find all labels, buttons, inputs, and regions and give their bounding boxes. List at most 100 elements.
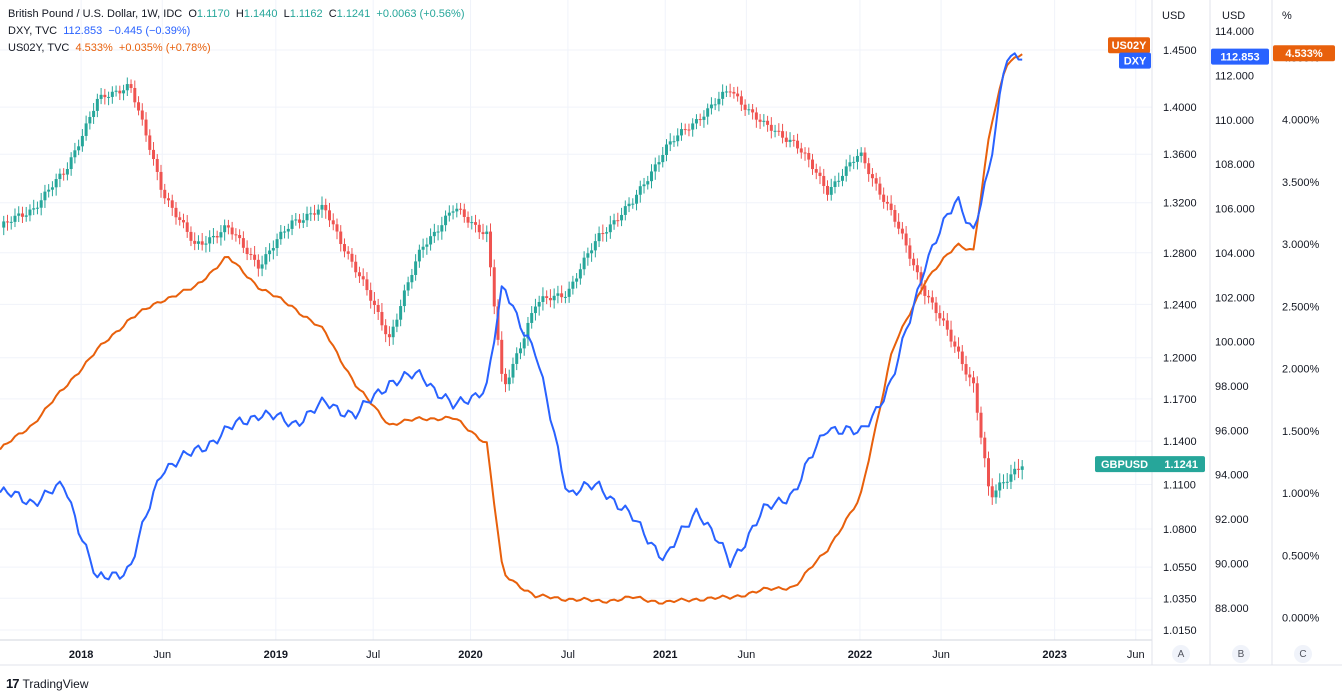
candle-body	[462, 209, 466, 217]
candle-body	[867, 163, 871, 175]
candle-body	[507, 377, 511, 385]
candle-body	[766, 120, 770, 125]
candle-body	[459, 208, 463, 210]
x-axis-ticks[interactable]: 2018 Jun 2019 Jul 2020 Jul 2021 Jun 2022 Jun 2023 J…	[69, 649, 1145, 661]
candle-body	[245, 247, 249, 255]
axis-a-ticks[interactable]: 1.4500 1.4000 1.3600 1.3200 1.2800 1.2400 1.20…	[1163, 45, 1197, 637]
candle-body	[930, 297, 934, 303]
candle-body	[387, 334, 391, 338]
axis-b-tick: 110.000	[1215, 115, 1254, 127]
axis-b-tick: 94.000	[1215, 470, 1249, 482]
candle-body	[530, 313, 534, 323]
legend-dxy[interactable]: DXY, TVC 112.853 −0.445 (−0.39%)	[8, 23, 465, 40]
candle-body	[709, 104, 713, 109]
candle-body	[829, 187, 833, 195]
candle-body	[758, 119, 762, 122]
legend-gbpusd[interactable]: British Pound / U.S. Dollar, 1W, IDC O1.…	[8, 6, 465, 23]
candle-body	[855, 155, 859, 162]
candle-body	[870, 174, 874, 179]
candle-body	[949, 329, 953, 342]
candle-body	[305, 213, 309, 221]
candle-body	[39, 200, 43, 208]
candle-body	[241, 238, 245, 248]
legend-low: 1.1162	[289, 8, 323, 20]
candle-body	[713, 104, 717, 106]
candle-body	[421, 246, 425, 250]
axis-b-ticks[interactable]: 114.000 112.000 110.000 108.000 106.000 104.0…	[1215, 26, 1255, 615]
candle-body	[777, 130, 781, 132]
candle-body	[200, 241, 204, 245]
candle-body	[279, 231, 283, 240]
candle-body	[724, 91, 728, 93]
candle-body	[5, 221, 9, 223]
axis-b-tick: 106.000	[1215, 204, 1255, 216]
axis-b-button[interactable]: B	[1232, 645, 1250, 663]
candle-body	[964, 364, 968, 375]
candle-body	[28, 209, 32, 216]
candle-body	[679, 129, 683, 136]
candle-body	[50, 187, 54, 190]
candle-body	[503, 373, 507, 385]
axis-a-tick: 1.4500	[1163, 45, 1197, 57]
candle-body	[35, 207, 39, 209]
axis-b-tick: 88.000	[1215, 603, 1249, 615]
candle-body	[384, 325, 388, 335]
legend-change: +0.0063 (+0.56%)	[376, 8, 465, 20]
candle-body	[485, 231, 489, 235]
candle-body	[137, 102, 141, 111]
candle-body	[500, 339, 504, 374]
legend-us02y-name: US02Y, TVC	[8, 42, 70, 54]
candle-body	[402, 290, 406, 307]
legend-close: 1.1241	[336, 8, 371, 20]
axis-a-header: USD	[1162, 10, 1186, 22]
candle-body	[897, 221, 901, 229]
candle-body	[938, 313, 942, 319]
candle-body	[189, 231, 193, 241]
candle-body	[399, 306, 403, 320]
candle-body	[942, 318, 946, 321]
candle-body	[316, 209, 320, 215]
candle-body	[803, 152, 807, 154]
candle-body	[20, 213, 24, 217]
candle-body	[219, 232, 223, 238]
candle-body	[657, 162, 661, 165]
candle-body	[148, 135, 152, 150]
us02y-last-value: 4.533%	[1285, 48, 1323, 60]
candle-body	[878, 183, 882, 195]
candle-body	[781, 131, 785, 138]
candle-body	[309, 213, 313, 215]
candle-body	[567, 288, 571, 297]
axis-a-button[interactable]: A	[1172, 645, 1190, 663]
candle-body	[747, 109, 751, 111]
axis-c-tick: 0.500%	[1282, 550, 1320, 562]
candle-body	[264, 254, 268, 265]
candle-body	[698, 119, 702, 121]
candle-body	[578, 269, 582, 279]
x-axis-tick: 2020	[458, 649, 482, 661]
legend-us02y[interactable]: US02Y, TVC 4.533% +0.035% (+0.78%)	[8, 40, 465, 57]
footer-brand[interactable]: 17 TradingView	[6, 676, 89, 691]
candle-body	[825, 185, 829, 195]
candle-body	[556, 293, 560, 296]
candle-body	[694, 119, 698, 124]
candle-body	[1009, 474, 1013, 482]
candle-body	[511, 363, 515, 378]
candle-body	[286, 228, 290, 232]
axis-b-tick: 90.000	[1215, 558, 1249, 570]
axis-b-tick: 102.000	[1215, 292, 1255, 304]
candle-body	[751, 109, 755, 113]
axis-c-button[interactable]: C	[1294, 645, 1312, 663]
candle-body	[474, 222, 478, 225]
axis-c-tick: 4.000%	[1282, 115, 1320, 127]
candle-body	[414, 261, 418, 275]
candle-body	[1005, 481, 1009, 483]
candle-body	[945, 320, 949, 330]
candle-body	[444, 215, 448, 226]
axis-c-tick: 2.000%	[1282, 364, 1320, 376]
candle-body	[410, 274, 414, 283]
candle-body	[683, 129, 687, 131]
legend-dxy-change: −0.445 (−0.39%)	[108, 25, 191, 37]
candle-body	[533, 306, 537, 314]
candle-body	[769, 124, 773, 131]
